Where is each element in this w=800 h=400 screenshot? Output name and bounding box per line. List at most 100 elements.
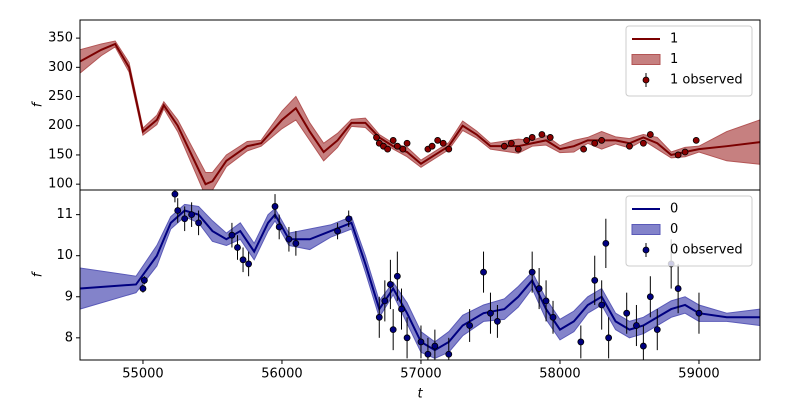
legend-label: 1 observed xyxy=(670,73,743,88)
x-tick-label: 59000 xyxy=(678,367,719,382)
legend-label: 0 xyxy=(670,222,678,237)
x-axis-label: t xyxy=(417,387,423,400)
observed-point xyxy=(653,326,661,334)
observed-point xyxy=(591,139,599,147)
legend-frame xyxy=(625,25,753,97)
legend-label: 1 xyxy=(670,32,678,47)
observed-point xyxy=(674,151,682,159)
legend: 0 0 0 observed xyxy=(625,195,753,267)
observed-point xyxy=(602,239,610,247)
observed-point xyxy=(646,293,654,301)
observed-point xyxy=(373,134,380,141)
legend-patch xyxy=(631,54,661,65)
observed-point xyxy=(692,136,700,144)
observed-point xyxy=(334,227,341,235)
x-tick-label: 55000 xyxy=(122,367,163,382)
legend-label: 0 observed xyxy=(670,243,743,258)
y-tick-label: 100 xyxy=(48,177,73,192)
observed-point xyxy=(195,219,202,227)
observed-point xyxy=(528,268,536,276)
confidence-band xyxy=(80,203,760,359)
observed-point xyxy=(399,145,407,153)
observed-point xyxy=(605,334,613,342)
observed-point xyxy=(598,136,606,144)
x-tick-label: 56000 xyxy=(261,367,302,382)
x-tick-label: 57000 xyxy=(400,367,441,382)
observed-point xyxy=(480,268,487,276)
observed-point xyxy=(393,272,401,280)
legend-frame xyxy=(625,195,753,267)
confidence-band xyxy=(80,40,760,190)
observed-point xyxy=(546,134,554,141)
observed-point xyxy=(434,136,442,144)
observed-point xyxy=(375,313,383,321)
observed-point xyxy=(424,350,432,358)
y-tick-label: 300 xyxy=(48,60,73,75)
observed-point xyxy=(626,142,633,150)
observed-point xyxy=(494,318,501,325)
legend-marker xyxy=(642,246,650,254)
axes-frame xyxy=(79,189,761,361)
legend-patch xyxy=(631,224,661,235)
legend-marker xyxy=(642,76,650,84)
observed-point xyxy=(393,142,401,150)
y-tick-label: 10 xyxy=(56,248,73,263)
observed-point xyxy=(174,207,182,214)
observed-point xyxy=(591,276,599,284)
observed-point xyxy=(681,148,689,156)
observed-point xyxy=(431,342,439,350)
observed-point xyxy=(639,139,647,147)
observed-point xyxy=(528,134,536,141)
observed-point xyxy=(398,305,405,313)
observed-point xyxy=(439,139,447,147)
observed-point xyxy=(389,136,397,144)
observed-point xyxy=(695,309,703,317)
observed-point xyxy=(384,145,392,153)
observed-point xyxy=(466,322,474,329)
observed-point xyxy=(403,334,411,342)
observed-point xyxy=(623,309,631,317)
observed-point xyxy=(139,285,147,292)
observed-point xyxy=(140,276,148,284)
observed-point xyxy=(639,342,647,350)
observed-point xyxy=(234,244,241,251)
observed-point xyxy=(245,260,253,268)
observed-point xyxy=(275,223,283,231)
y-tick-label: 11 xyxy=(56,207,73,222)
y-tick-label: 200 xyxy=(48,118,73,133)
y-tick-label: 350 xyxy=(48,31,73,46)
observed-point xyxy=(646,131,654,138)
observed-point xyxy=(674,285,682,292)
y-tick-label: 8 xyxy=(65,330,73,345)
observed-point xyxy=(381,297,389,305)
observed-point xyxy=(549,313,557,321)
observed-point xyxy=(507,139,515,147)
plot-area xyxy=(80,40,760,190)
observed-point xyxy=(417,338,425,346)
observed-point xyxy=(345,215,353,223)
observed-point xyxy=(538,131,546,138)
y-tick-label: 150 xyxy=(48,147,73,162)
observed-point xyxy=(428,142,436,150)
y-tick-label: 250 xyxy=(48,89,73,104)
observed-point xyxy=(542,297,550,305)
legend-label: 0 xyxy=(670,202,678,217)
legend: 1 1 1 observed xyxy=(625,25,753,97)
observed-point xyxy=(271,203,279,210)
observed-point xyxy=(523,136,531,144)
plot-area xyxy=(80,190,760,360)
observed-point xyxy=(228,231,236,239)
y-axis-label: f xyxy=(31,270,46,277)
observed-point xyxy=(239,256,247,264)
observed-point xyxy=(285,235,293,243)
observed-point xyxy=(403,139,411,147)
observed-point xyxy=(500,142,508,150)
observed-point xyxy=(292,239,300,247)
observed-point xyxy=(633,322,640,329)
observed-point xyxy=(181,215,189,223)
x-tick-label: 58000 xyxy=(539,367,580,382)
observed-point xyxy=(580,145,588,153)
observed-point xyxy=(386,281,394,288)
observed-point xyxy=(188,211,196,219)
